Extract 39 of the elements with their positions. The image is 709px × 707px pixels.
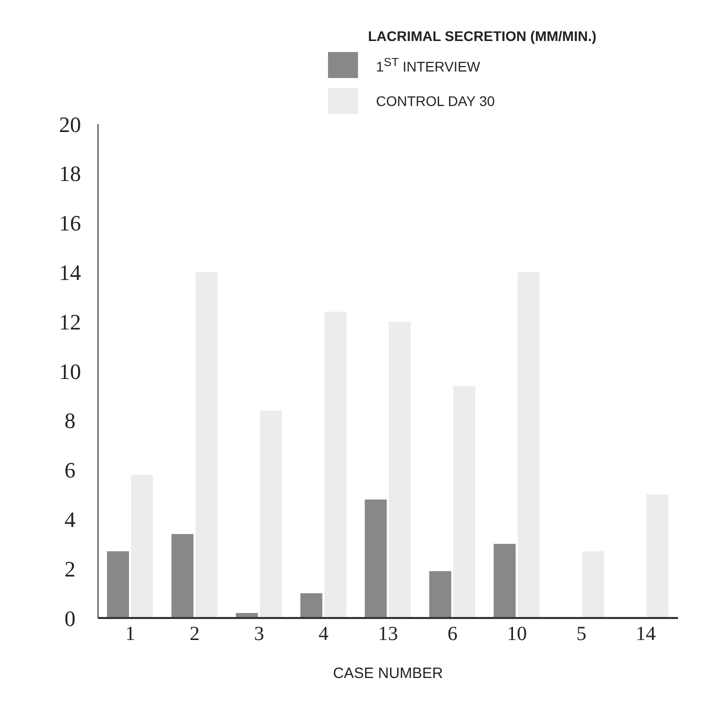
bar [300,593,322,618]
bar [518,272,540,618]
bar [429,571,452,618]
x-tick-label: 2 [190,623,200,646]
x-tick-label: 13 [378,623,398,646]
x-tick-label: 4 [318,623,329,646]
bar [324,312,346,618]
x-tick-label: 6 [447,623,458,646]
y-tick-label: 4 [64,507,76,532]
x-tick-label: 1 [125,623,136,646]
bar [107,551,129,618]
bar [646,494,669,618]
x-tick-label: 3 [254,623,264,646]
legend-title: LACRIMAL SECRETION (MM/MIN.) [368,28,598,44]
y-tick-label: 20 [59,112,81,137]
bar [494,544,516,618]
x-tick-label: 10 [506,623,527,646]
legend-label: 1$^{ST}$ INTERVIEW [376,56,480,74]
x-axis-title: CASE NUMBER [332,665,444,682]
y-tick-label: 18 [59,161,81,186]
legend-label: CONTROL DAY 30 [376,93,495,109]
bar [131,474,153,618]
y-tick-label: 16 [59,210,81,236]
bar [260,410,282,618]
y-tick-label: 10 [59,358,81,384]
x-tick-label: 5 [576,623,586,646]
y-tick-label: 0 [64,606,76,631]
bar [582,551,604,618]
y-tick-label: 2 [64,556,76,582]
y-tick-label: 12 [59,309,81,334]
y-tick-label: 8 [64,408,76,434]
bar [453,386,476,618]
bar [171,534,194,618]
y-tick-label: 14 [59,260,81,286]
x-tick-label: 14 [636,623,656,646]
y-tick-label: 6 [64,458,76,483]
bar [364,499,387,618]
bar [195,272,218,618]
bar [388,322,411,618]
